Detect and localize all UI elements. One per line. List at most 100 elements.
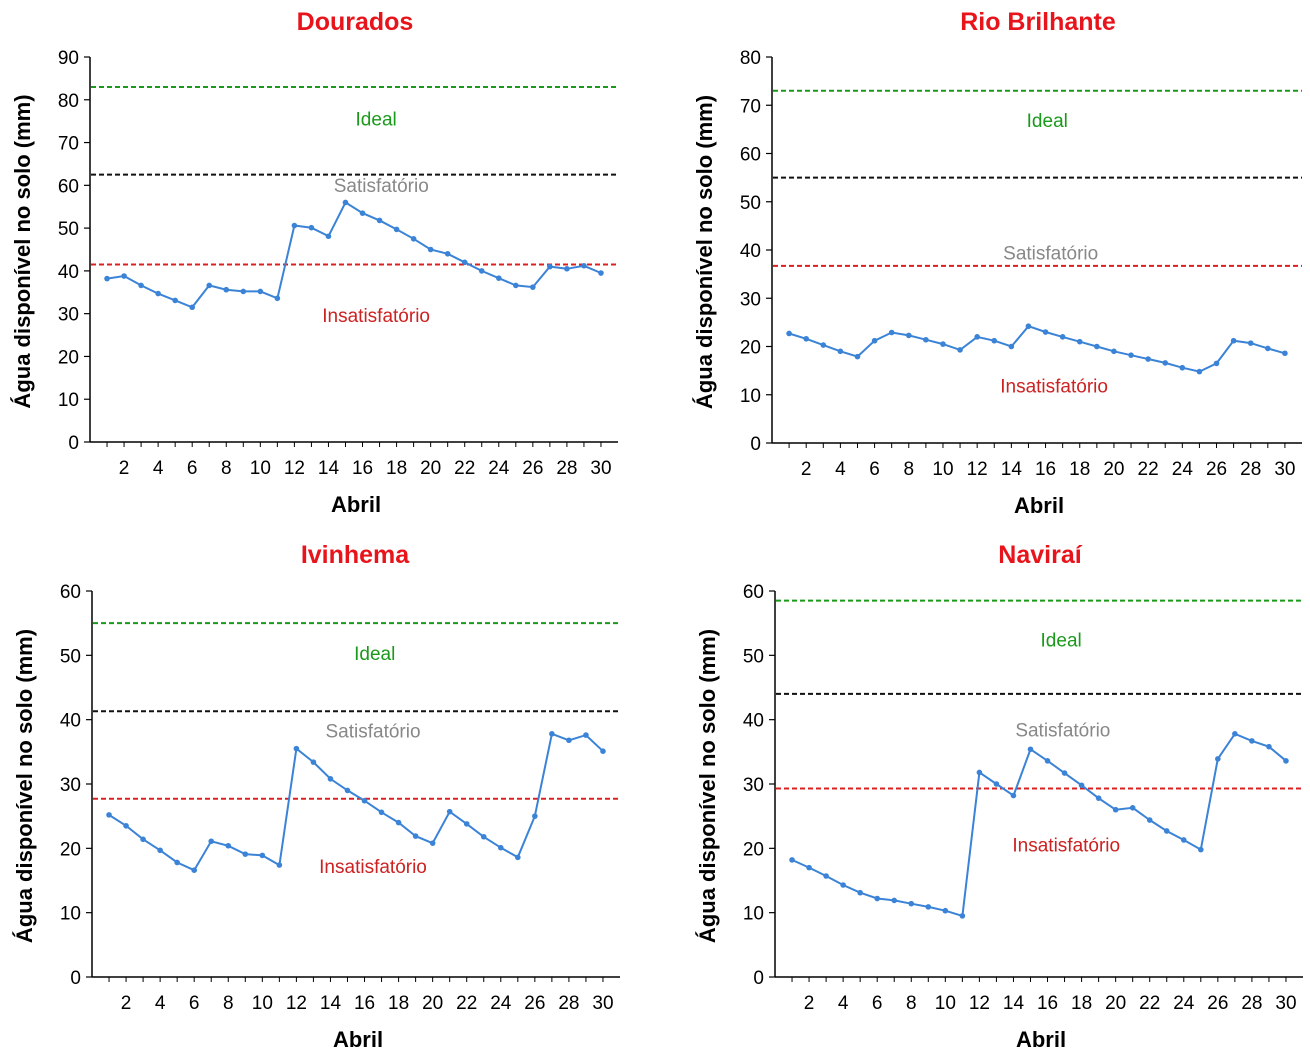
y-tick-label: 0 <box>750 434 761 455</box>
data-point <box>412 833 419 839</box>
data-point <box>274 295 281 302</box>
data-point <box>532 813 538 819</box>
x-tick-label: 16 <box>1037 993 1058 1014</box>
y-tick-label: 0 <box>70 968 81 989</box>
data-point <box>1059 334 1066 340</box>
x-tick-label: 16 <box>352 458 373 479</box>
y-tick-label: 10 <box>740 386 761 407</box>
x-axis-label: Abril <box>1014 493 1064 518</box>
data-point <box>293 745 300 752</box>
data-point <box>530 284 536 290</box>
y-tick-label: 40 <box>60 711 81 732</box>
data-point <box>1042 329 1049 335</box>
data-point <box>837 348 844 355</box>
y-tick-label: 20 <box>743 839 764 860</box>
data-point <box>1076 338 1083 345</box>
zone-label-ideal: Ideal <box>354 644 395 665</box>
data-point <box>157 847 163 854</box>
data-point <box>993 781 1000 787</box>
data-point <box>806 864 812 871</box>
x-axis-label: Abril <box>1016 1027 1066 1051</box>
x-tick-label: 6 <box>872 993 883 1014</box>
data-point <box>1230 337 1237 344</box>
x-tick-label: 12 <box>967 459 988 480</box>
data-point <box>1180 837 1187 843</box>
x-tick-label: 26 <box>1206 459 1227 480</box>
data-point <box>259 852 266 859</box>
y-tick-label: 60 <box>740 145 761 166</box>
data-point <box>497 844 504 851</box>
data-point <box>427 246 434 253</box>
x-tick-label: 12 <box>286 993 307 1014</box>
y-tick-label: 20 <box>60 839 81 860</box>
chart-title: Dourados <box>297 8 414 36</box>
y-tick-label: 50 <box>58 219 79 240</box>
x-tick-label: 30 <box>1275 993 1296 1014</box>
data-point <box>854 353 861 360</box>
data-point <box>1283 758 1289 764</box>
x-tick-label: 30 <box>590 458 611 479</box>
x-tick-label: 22 <box>456 993 477 1014</box>
x-tick-label: 26 <box>1207 993 1228 1014</box>
x-tick-label: 10 <box>935 993 956 1014</box>
x-tick-label: 30 <box>592 993 613 1014</box>
x-tick-label: 16 <box>354 993 375 1014</box>
data-point <box>581 262 587 269</box>
data-point <box>547 263 553 270</box>
x-tick-label: 12 <box>284 458 305 479</box>
data-point <box>1266 743 1272 750</box>
data-point <box>1213 360 1220 367</box>
x-tick-label: 18 <box>1069 459 1090 480</box>
data-point <box>461 259 468 266</box>
data-point <box>1111 348 1117 355</box>
x-tick-label: 14 <box>1003 993 1025 1014</box>
x-tick-label: 22 <box>1138 459 1159 480</box>
y-tick-label: 50 <box>60 646 81 667</box>
x-tick-label: 22 <box>454 458 475 479</box>
data-point <box>1044 758 1051 764</box>
y-tick-label: 70 <box>58 134 79 155</box>
data-point <box>240 288 247 295</box>
series-line <box>108 732 604 872</box>
data-point <box>478 268 485 274</box>
y-tick-label: 40 <box>743 711 764 732</box>
x-axis-label: Abril <box>331 492 381 517</box>
data-point <box>1196 368 1203 375</box>
y-tick-label: 20 <box>58 347 79 368</box>
data-point <box>583 732 589 738</box>
x-tick-label: 6 <box>189 993 200 1014</box>
y-tick-label: 0 <box>68 433 79 454</box>
x-tick-label: 20 <box>1103 459 1124 480</box>
data-point <box>1232 731 1238 737</box>
y-tick-label: 80 <box>58 91 79 112</box>
data-point <box>515 854 521 861</box>
data-point <box>1008 343 1015 350</box>
x-tick-label: 4 <box>838 993 849 1014</box>
data-point <box>495 275 502 281</box>
zone-label-ideal: Ideal <box>356 109 397 130</box>
series-line <box>791 732 1287 918</box>
y-tick-label: 30 <box>743 775 764 796</box>
x-tick-label: 20 <box>420 458 441 479</box>
zone-label-satisfatorio: Satisfatório <box>326 722 421 743</box>
data-point <box>888 329 895 336</box>
data-point <box>1249 738 1255 744</box>
data-point <box>444 250 451 257</box>
data-point <box>959 913 966 919</box>
data-point <box>310 759 317 765</box>
data-point <box>395 819 402 826</box>
data-point <box>1163 828 1170 834</box>
x-tick-label: 8 <box>221 458 232 479</box>
data-point <box>1145 356 1151 362</box>
zone-label-satisfatorio: Satisfatório <box>1015 720 1110 741</box>
data-point <box>325 233 332 240</box>
data-point <box>789 857 795 863</box>
x-tick-label: 18 <box>1071 993 1092 1014</box>
y-axis-label: Água disponível no solo (mm) <box>12 629 37 943</box>
y-tick-label: 0 <box>753 968 764 989</box>
data-point <box>1282 350 1288 357</box>
data-point <box>874 895 880 902</box>
data-point <box>1129 805 1136 811</box>
data-point <box>923 336 929 343</box>
